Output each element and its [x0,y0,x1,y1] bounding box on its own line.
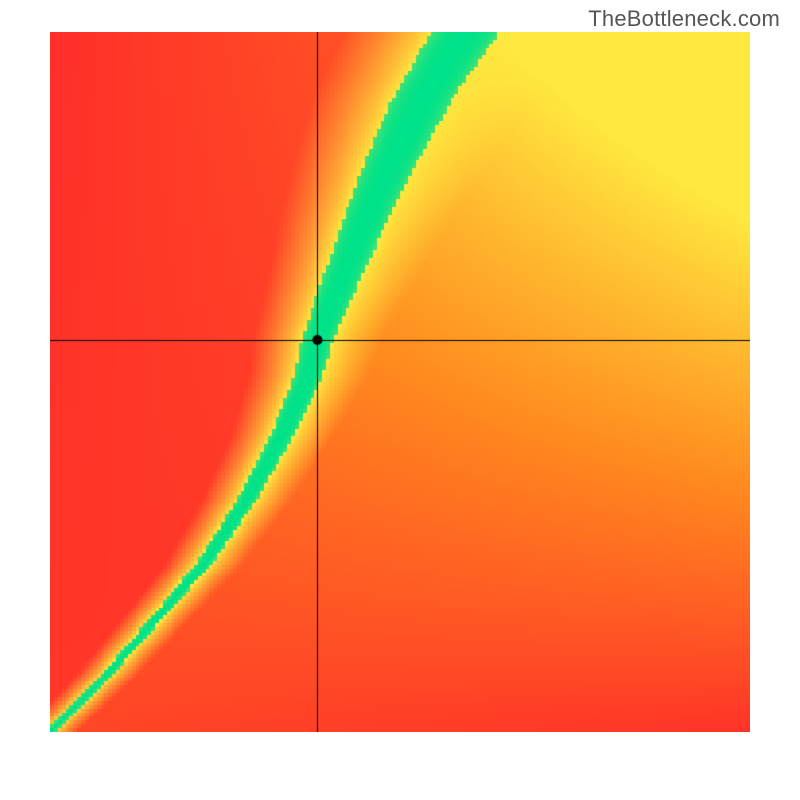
watermark-text: TheBottleneck.com [588,6,780,32]
bottleneck-heatmap [50,32,750,732]
heatmap-canvas [50,32,750,732]
